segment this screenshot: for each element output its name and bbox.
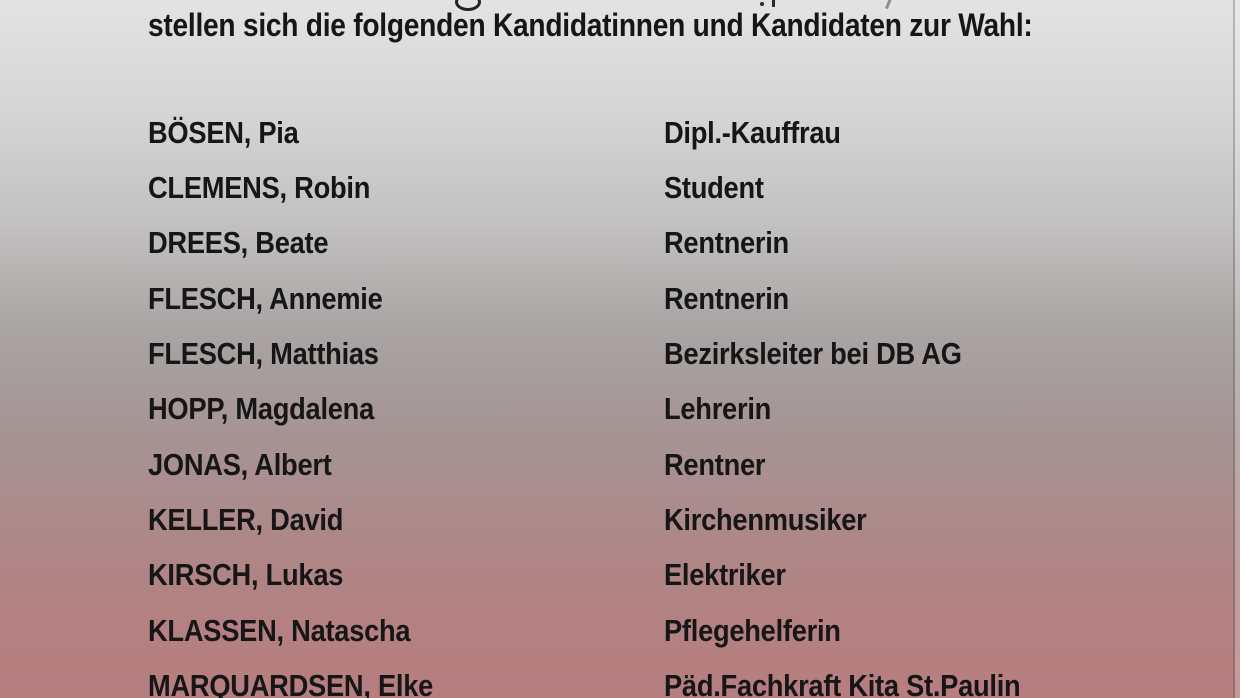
candidate-row: KLASSEN, Natascha Pflegehelferin xyxy=(0,613,1240,657)
candidate-name: FLESCH, Annemie xyxy=(148,281,383,316)
candidate-occupation: Elektriker xyxy=(664,557,786,592)
intro-line-text: stellen sich die folgenden Kandidatinnen… xyxy=(148,7,1033,43)
candidate-name: FLESCH, Matthias xyxy=(148,336,379,371)
candidate-name: DREES, Beate xyxy=(148,225,329,260)
candidate-occupation: Bezirksleiter bei DB AG xyxy=(664,336,962,371)
candidate-name: HOPP, Magdalena xyxy=(148,391,374,426)
candidate-row: DREES, Beate Rentnerin xyxy=(0,225,1240,269)
candidate-occupation: Dipl.-Kauffrau xyxy=(664,115,841,150)
candidate-row: MARQUARDSEN, Elke Päd.Fachkraft Kita St.… xyxy=(0,668,1240,698)
candidate-occupation: Lehrerin xyxy=(664,391,772,426)
candidate-name: JONAS, Albert xyxy=(148,447,332,482)
candidate-name: BÖSEN, Pia xyxy=(148,115,299,150)
candidate-name: KELLER, David xyxy=(148,502,344,537)
candidate-row: KIRSCH, Lukas Elektriker xyxy=(0,557,1240,601)
candidate-row: FLESCH, Annemie Rentnerin xyxy=(0,281,1240,325)
candidate-occupation: Rentnerin xyxy=(664,225,789,260)
candidate-row: JONAS, Albert Rentner xyxy=(0,447,1240,491)
cropped-text-fragment-g-descender xyxy=(455,0,481,11)
candidate-occupation: Rentnerin xyxy=(664,281,789,316)
candidate-occupation: Päd.Fachkraft Kita St.Paulin xyxy=(664,668,1021,698)
candidate-row: HOPP, Magdalena Lehrerin xyxy=(0,391,1240,435)
candidate-row: FLESCH, Matthias Bezirksleiter bei DB AG xyxy=(0,336,1240,380)
candidate-row: KELLER, David Kirchenmusiker xyxy=(0,502,1240,546)
page-edge-highlight xyxy=(1235,0,1240,698)
candidate-name: MARQUARDSEN, Elke xyxy=(148,668,434,698)
candidate-row: BÖSEN, Pia Dipl.-Kauffrau xyxy=(0,115,1240,159)
intro-line: stellen sich die folgenden Kandidatinnen… xyxy=(148,7,1153,43)
candidate-name: CLEMENS, Robin xyxy=(148,170,371,205)
candidate-occupation: Rentner xyxy=(664,447,766,482)
candidate-occupation: Pflegehelferin xyxy=(664,613,841,648)
page-edge-line xyxy=(1233,0,1235,698)
cropped-text-fragment-stem xyxy=(772,0,775,7)
candidate-occupation: Kirchenmusiker xyxy=(664,502,867,537)
candidate-name: KLASSEN, Natascha xyxy=(148,613,411,648)
candidate-row: CLEMENS, Robin Student xyxy=(0,170,1240,214)
candidate-name: KIRSCH, Lukas xyxy=(148,557,344,592)
cropped-text-fragment-dot xyxy=(760,2,764,6)
candidate-occupation: Student xyxy=(664,170,764,205)
